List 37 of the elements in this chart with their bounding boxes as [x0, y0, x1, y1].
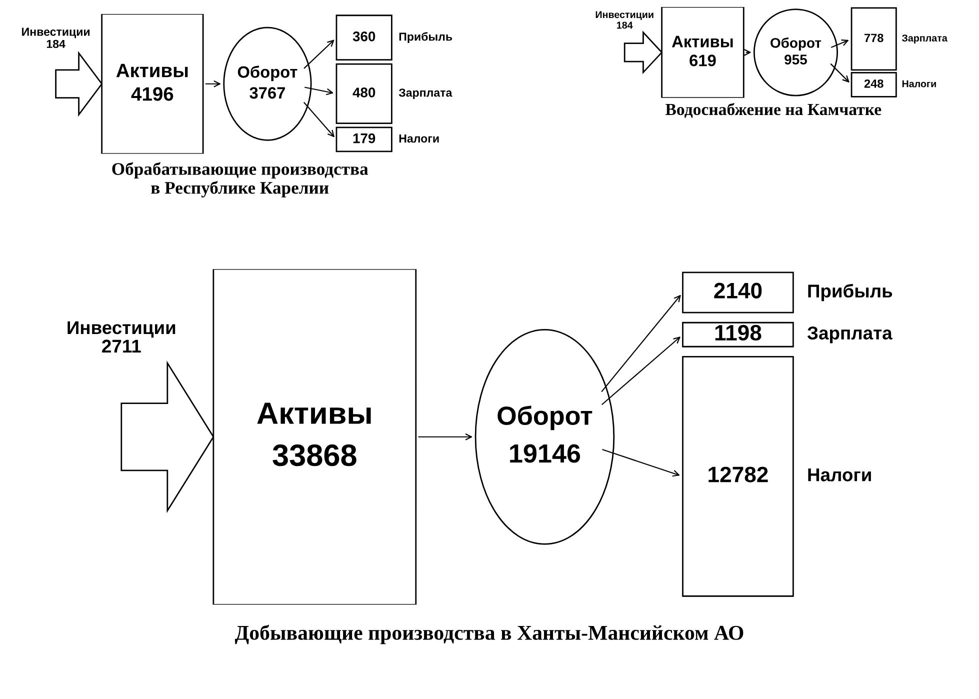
data-label: 3767 — [250, 87, 285, 99]
data-label: 184 — [46, 40, 66, 48]
category-label: Зарплата — [398, 88, 452, 100]
text: Водоснабжение на Камчатке — [666, 102, 882, 118]
text: Добывающие производства в Ханты-Мансийском АО — [234, 624, 744, 644]
data-label: 619 — [690, 54, 716, 66]
data-label: 12782 — [708, 466, 768, 482]
category-label: Прибыль — [808, 284, 892, 302]
category-label: Активы — [672, 36, 733, 48]
text: Обрабатывающие производства в Республике Карелии — [112, 162, 368, 198]
category-label: Инвестиции — [596, 11, 654, 20]
data-label: 248 — [864, 79, 884, 88]
data-label: 778 — [864, 34, 884, 42]
category-label: Инвестиции — [68, 321, 176, 338]
data-label: 33868 — [272, 444, 356, 466]
data-label: 360 — [352, 32, 376, 42]
category-label: Активы — [116, 64, 188, 78]
data-label: 4196 — [131, 87, 174, 101]
data-label: 2140 — [714, 282, 762, 298]
category-label: Налоги — [399, 134, 439, 143]
category-label: Зарплата — [807, 326, 892, 344]
data-label: 179 — [353, 133, 376, 144]
category-label: Инвестиции — [22, 28, 90, 38]
category-label: Зарплата — [902, 34, 948, 44]
category-label: Активы — [257, 402, 371, 424]
category-label: Оборот — [498, 406, 592, 430]
data-label: 480 — [352, 88, 376, 98]
data-label: 19146 — [510, 444, 580, 463]
data-label: 955 — [784, 54, 807, 64]
category-label: Налоги — [808, 468, 871, 482]
data-label: 2711 — [102, 340, 141, 353]
data-label: 1198 — [715, 324, 762, 341]
category-label: Оборот — [238, 66, 298, 82]
category-label: Оборот — [770, 37, 822, 51]
data-label: 184 — [617, 22, 633, 29]
category-label: Прибыль — [399, 32, 452, 44]
category-label: Налоги — [902, 80, 936, 88]
